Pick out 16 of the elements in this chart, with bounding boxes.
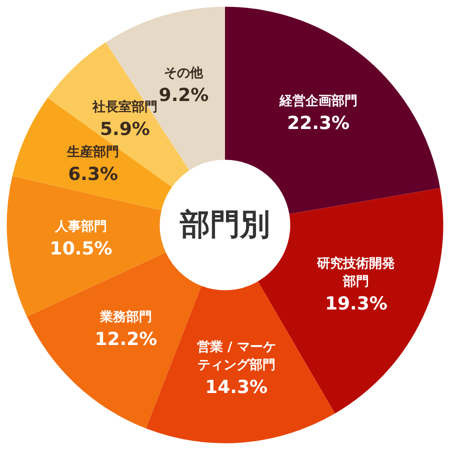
data-label: 22.3% [287,112,350,134]
text: 部門別 [179,208,270,242]
slice-label: 経営企画部門 [278,92,358,109]
slice-label: 営業 / マーケティング部門 [196,338,276,373]
slice-label: 業務部門 [98,309,152,326]
data-label: 5.9% [100,118,150,140]
data-label: 10.5% [50,238,112,260]
data-label: 6.3% [68,164,118,185]
slice-label: 生産部門 [66,144,120,160]
slice-label: 人事部門 [54,218,108,234]
slice-label: 研究技術開発部門 [316,256,396,290]
slice-label: その他 [164,66,204,81]
data-label: 9.2% [158,84,209,106]
data-label: 14.3% [205,376,268,398]
data-label: 12.2% [94,329,158,350]
data-label: 19.3% [324,294,388,315]
